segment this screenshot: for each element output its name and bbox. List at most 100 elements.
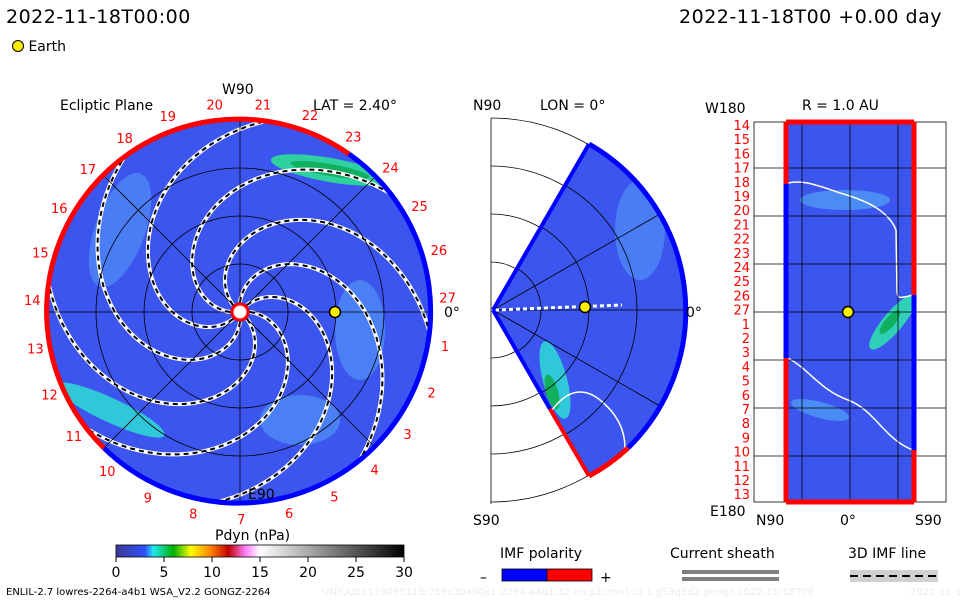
earth-marker [328, 305, 342, 319]
zero-label-meridional: 0° [686, 305, 702, 321]
y-tick-label: 20 [733, 204, 750, 219]
r1au-map: 1415161718192021222324252627123456789101… [705, 98, 947, 529]
positive-polarity-arc [44, 116, 351, 450]
n90-label: N90 [473, 98, 501, 114]
sun-icon [230, 302, 250, 322]
s90-label: S90 [473, 513, 500, 529]
y-tick-label: 27 [733, 304, 750, 319]
rim-label: 27 [439, 292, 456, 307]
rim-label: 9 [144, 491, 152, 506]
plus-label: + [600, 570, 612, 586]
y-tick-label: 4 [742, 360, 750, 375]
colorbar-tick: 20 [299, 565, 317, 581]
y-tick-label: 18 [733, 176, 750, 191]
earth-legend: Earth [12, 39, 66, 55]
model-info: ENLIL-2.7 lowres-2264-a4b1 WSA_V2.2 GONG… [6, 587, 271, 598]
x-tick-n90: N90 [756, 513, 784, 529]
colorbar-tick: 0 [112, 565, 121, 581]
rim-label: 19 [159, 110, 176, 125]
y-tick-label: 23 [733, 247, 750, 262]
w90-label: W90 [222, 82, 254, 98]
negative-swatch [501, 568, 548, 582]
e90-label: E90 [248, 487, 275, 503]
current-sheath-swatch [682, 570, 779, 574]
colorbar-tick: 30 [395, 565, 413, 581]
e180-label: E180 [710, 504, 746, 520]
y-tick-label: 14 [733, 119, 750, 134]
left-datetime: 2022-11-18T00:00 [6, 6, 191, 28]
y-tick-label: 13 [733, 488, 750, 503]
colorbar-tick: 5 [160, 565, 169, 581]
y-tick-label: 9 [742, 431, 750, 446]
w180-label: W180 [705, 101, 746, 117]
minus-label: – [480, 570, 487, 586]
rim-label: 15 [32, 247, 49, 262]
rim-label: 21 [255, 98, 272, 113]
rim-label: 25 [411, 200, 428, 215]
imf-polarity-label: IMF polarity [500, 546, 582, 562]
meridional-plot: N90 LON = 0° 0° S90 [473, 98, 702, 529]
y-tick-label: 12 [733, 474, 750, 489]
y-tick-label: 3 [742, 346, 750, 361]
y-tick-label: 24 [733, 261, 750, 276]
positive-swatch [546, 568, 593, 582]
rim-label: 18 [116, 132, 133, 147]
y-tick-label: 8 [742, 417, 750, 432]
rim-label: 5 [330, 490, 338, 505]
r-label: R = 1.0 AU [802, 98, 879, 114]
y-tick-label: 1 [742, 318, 750, 333]
negative-polarity-arc [102, 151, 434, 506]
y-tick-label: 10 [733, 446, 750, 461]
rim-label: 26 [431, 244, 448, 259]
rim-label: 16 [51, 202, 68, 217]
ecliptic-plane-plot: 20 21222324252627123456789101112131415161… [24, 82, 460, 528]
colorbar-tick: 15 [251, 565, 269, 581]
rim-label: 17 [80, 163, 97, 178]
current-sheath-line [551, 391, 626, 449]
y-tick-label: 16 [733, 147, 750, 162]
colorbar: Pdyn (nPa) 0 5 10 15 20 25 30 [112, 528, 413, 581]
lon-label: LON = 0° [540, 98, 605, 114]
rim-label: 22 [302, 109, 319, 124]
y-tick-label: 5 [742, 375, 750, 390]
earth-marker-meridional [578, 300, 592, 314]
rim-label: 13 [27, 342, 44, 357]
unique-id: UNIQUE1119065115/256x30x90x1.2264-a4b1.3… [322, 587, 815, 598]
zero-label: 0° [444, 305, 460, 321]
current-sheath-label: Current sheath [670, 546, 775, 562]
y-tick-label: 11 [733, 460, 750, 475]
x-tick-0: 0° [840, 513, 856, 529]
ecliptic-title: Ecliptic Plane [60, 98, 153, 114]
earth-legend-label: Earth [28, 39, 66, 55]
colorbar-tick: 25 [347, 565, 365, 581]
rim-label: 3 [403, 428, 411, 443]
earth-icon [12, 40, 24, 52]
imf-legend: IMF polarity – + Current sheath 3D IMF l… [480, 546, 938, 586]
right-datetime: 2022-11-18T00 +0.00 day [679, 6, 942, 28]
rim-label: 7 [237, 513, 245, 528]
rim-label: 23 [345, 131, 362, 146]
y-tick-label: 6 [742, 389, 750, 404]
rim-label: 2 [427, 386, 435, 401]
rim-label: 8 [189, 508, 197, 523]
rim-label: 1 [441, 340, 449, 355]
y-tick-label: 7 [742, 403, 750, 418]
colorbar-title: Pdyn (nPa) [215, 528, 290, 544]
run-date: 2022-11-19 [910, 587, 960, 598]
rim-label: 11 [66, 430, 83, 445]
y-tick-label: 19 [733, 190, 750, 205]
rim-label: 10 [99, 465, 116, 480]
y-tick-label: 22 [733, 233, 750, 248]
colorbar-tick: 10 [203, 565, 221, 581]
rim-label: 14 [24, 294, 41, 309]
y-tick-label: 25 [733, 275, 750, 290]
rim-label: 24 [382, 161, 399, 176]
imf-line-label: 3D IMF line [848, 546, 926, 562]
rim-label: 20 [206, 99, 223, 114]
y-tick-label: 17 [733, 162, 750, 177]
y-tick-label: 21 [733, 218, 750, 233]
earth-marker-map [841, 305, 855, 319]
y-tick-label: 15 [733, 133, 750, 148]
rim-label: 12 [41, 388, 58, 403]
